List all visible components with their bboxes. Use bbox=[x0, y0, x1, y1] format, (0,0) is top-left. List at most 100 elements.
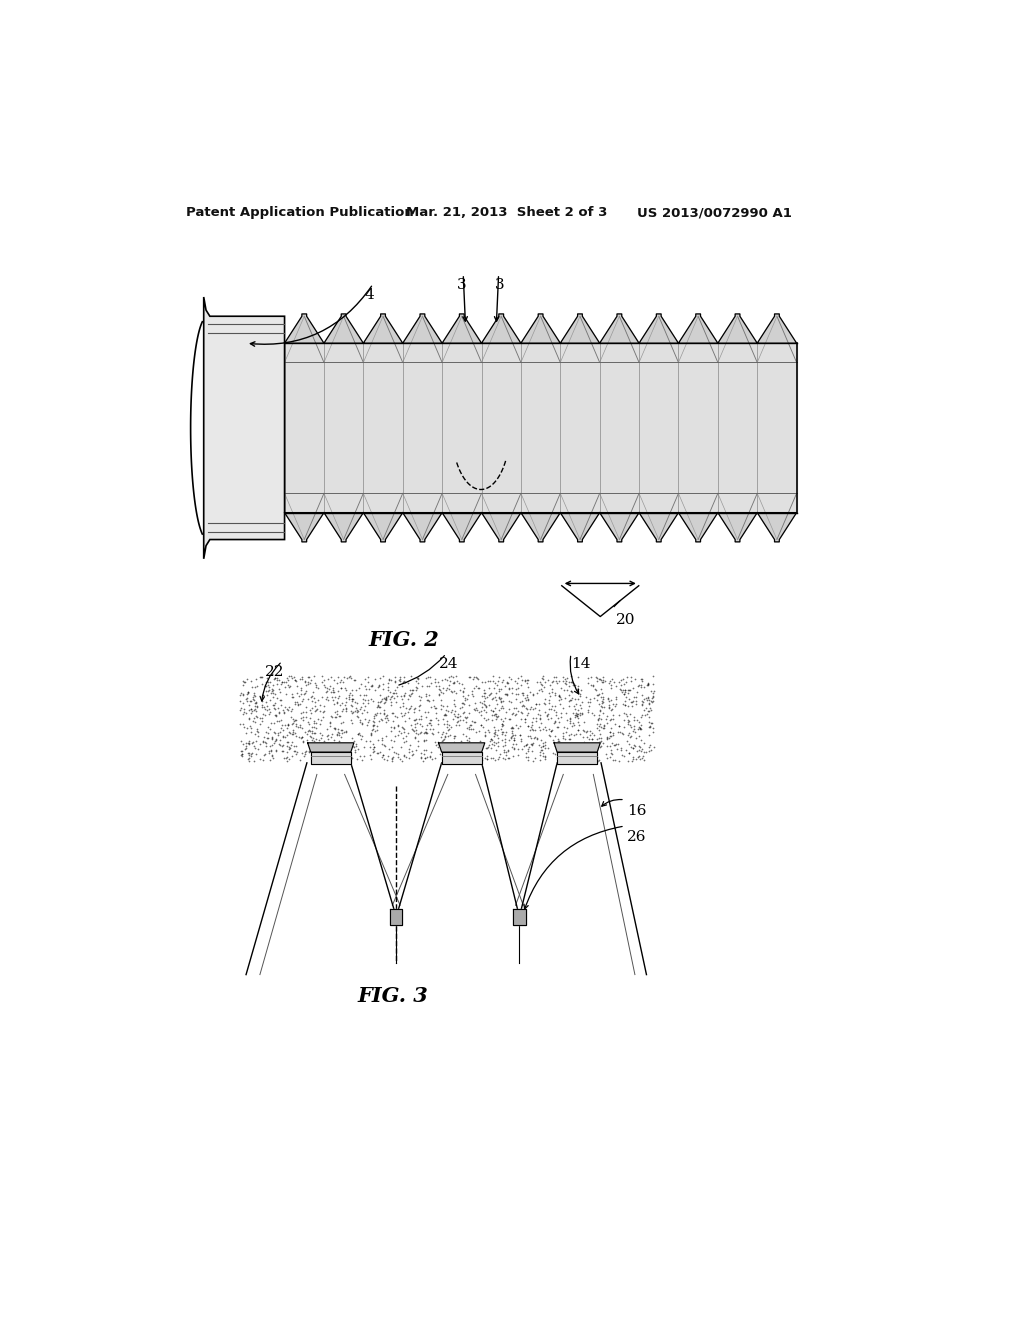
Point bbox=[264, 680, 281, 701]
Point bbox=[253, 667, 269, 688]
Point bbox=[402, 685, 419, 706]
Point bbox=[470, 742, 486, 763]
Point bbox=[234, 743, 251, 764]
Point bbox=[495, 669, 511, 690]
Point bbox=[335, 698, 351, 719]
Point bbox=[265, 694, 282, 715]
Point bbox=[383, 730, 399, 751]
Point bbox=[444, 673, 461, 694]
Point bbox=[520, 739, 537, 760]
Point bbox=[366, 711, 382, 733]
Point bbox=[366, 741, 382, 762]
Point bbox=[408, 708, 424, 729]
Point bbox=[516, 709, 532, 730]
Point bbox=[492, 743, 508, 764]
Point bbox=[265, 694, 282, 715]
Point bbox=[519, 698, 536, 719]
Point bbox=[333, 727, 349, 748]
Point bbox=[526, 719, 543, 741]
Point bbox=[338, 692, 354, 713]
Point bbox=[641, 700, 657, 721]
Point bbox=[287, 692, 303, 713]
Point bbox=[477, 696, 494, 717]
Point bbox=[319, 743, 336, 764]
Point bbox=[505, 746, 521, 767]
Point bbox=[252, 748, 268, 770]
Point bbox=[482, 729, 499, 750]
Point bbox=[482, 747, 499, 768]
Point bbox=[638, 742, 654, 763]
Point bbox=[611, 678, 628, 700]
Point bbox=[379, 708, 395, 729]
Point bbox=[281, 737, 297, 758]
Point bbox=[593, 735, 609, 756]
Point bbox=[358, 685, 375, 706]
Point bbox=[536, 735, 552, 756]
Point bbox=[547, 743, 563, 764]
Point bbox=[547, 725, 563, 746]
Point bbox=[366, 705, 382, 726]
Point bbox=[459, 706, 475, 727]
Point bbox=[610, 750, 627, 771]
Point bbox=[626, 677, 642, 698]
Point bbox=[553, 739, 569, 760]
Point bbox=[558, 673, 574, 694]
Point bbox=[595, 689, 611, 710]
Point bbox=[501, 677, 517, 698]
Point bbox=[512, 723, 528, 744]
Point bbox=[475, 717, 492, 738]
Point bbox=[456, 723, 472, 744]
Point bbox=[483, 705, 500, 726]
Point bbox=[295, 689, 311, 710]
Point bbox=[344, 688, 360, 709]
Point bbox=[378, 706, 394, 727]
Point bbox=[418, 684, 434, 705]
Point bbox=[508, 734, 524, 755]
Point bbox=[461, 694, 477, 715]
Point bbox=[257, 680, 273, 701]
Point bbox=[522, 697, 539, 718]
Point bbox=[494, 696, 510, 717]
Point bbox=[447, 714, 464, 735]
Point bbox=[559, 748, 575, 770]
Point bbox=[418, 685, 434, 706]
Point bbox=[367, 721, 383, 742]
Point bbox=[622, 711, 638, 733]
Point bbox=[562, 709, 579, 730]
Polygon shape bbox=[757, 512, 797, 543]
Point bbox=[240, 733, 256, 754]
Point bbox=[449, 711, 465, 733]
Point bbox=[335, 672, 351, 693]
Point bbox=[248, 692, 264, 713]
Point bbox=[249, 675, 265, 696]
Point bbox=[541, 738, 557, 759]
Point bbox=[591, 684, 607, 705]
Point bbox=[323, 713, 339, 734]
Point bbox=[513, 696, 529, 717]
Point bbox=[381, 669, 397, 690]
Point bbox=[535, 746, 551, 767]
Point bbox=[574, 719, 591, 741]
Point bbox=[352, 684, 369, 705]
Point bbox=[307, 696, 324, 717]
Point bbox=[314, 686, 331, 708]
Point bbox=[236, 685, 252, 706]
Point bbox=[311, 730, 328, 751]
Point bbox=[365, 675, 381, 696]
Point bbox=[595, 733, 611, 754]
Point bbox=[565, 738, 582, 759]
Point bbox=[265, 722, 282, 743]
Point bbox=[305, 733, 322, 754]
Point bbox=[395, 705, 412, 726]
Point bbox=[304, 686, 321, 708]
Polygon shape bbox=[481, 314, 521, 343]
Point bbox=[620, 710, 636, 731]
Point bbox=[465, 668, 481, 689]
Point bbox=[400, 672, 417, 693]
Point bbox=[445, 672, 462, 693]
Point bbox=[565, 725, 582, 746]
Point bbox=[339, 668, 355, 689]
Point bbox=[620, 725, 636, 746]
Point bbox=[586, 725, 602, 746]
Point bbox=[490, 700, 507, 721]
